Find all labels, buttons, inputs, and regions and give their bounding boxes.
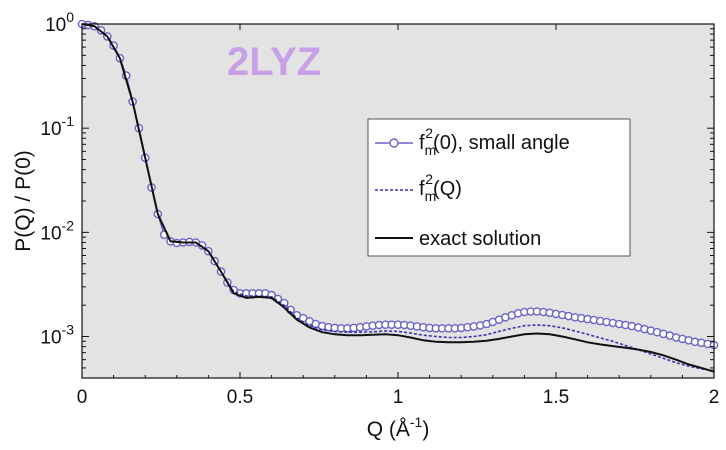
- x-tick-label-0: 0: [77, 387, 88, 408]
- legend: fm2(0), small angle fm2(Q) exact solution: [367, 118, 631, 257]
- y-tick-label-0: 100: [45, 9, 74, 36]
- series-layer: [77, 19, 719, 373]
- x-tick-label-3: 1.5: [543, 387, 569, 408]
- legend-box: [367, 118, 631, 257]
- y-axis-label: P(Q) / P(0): [12, 150, 35, 252]
- y-tick-label-1: 10-1: [40, 113, 74, 140]
- legend-marker-0: [389, 138, 399, 148]
- x-axis-label-main: Q (Å: [367, 418, 410, 441]
- y-tick-label-2: 10-2: [40, 217, 74, 244]
- x-tick-label-2: 1: [393, 387, 404, 408]
- x-axis-label: Q (Å-1): [367, 414, 430, 441]
- legend-label-0: fm2(0), small angle: [419, 125, 570, 158]
- x-axis-label-close: ): [422, 418, 429, 441]
- x-axis-label-sup: -1: [410, 414, 423, 430]
- legend-label-1: fm2(Q): [419, 171, 462, 204]
- annotation-2lyz: 2LYZ: [227, 40, 321, 84]
- y-tick-label-3: 10-3: [40, 322, 74, 349]
- series-line-2: [81, 23, 715, 373]
- x-tick-label-4: 2: [709, 387, 720, 408]
- legend-label-2: exact solution: [419, 228, 541, 250]
- x-tick-label-1: 0.5: [227, 387, 253, 408]
- tick-layer: 0 0.5 1 1.5 2 100 10-1 10-2 10-3: [40, 9, 719, 408]
